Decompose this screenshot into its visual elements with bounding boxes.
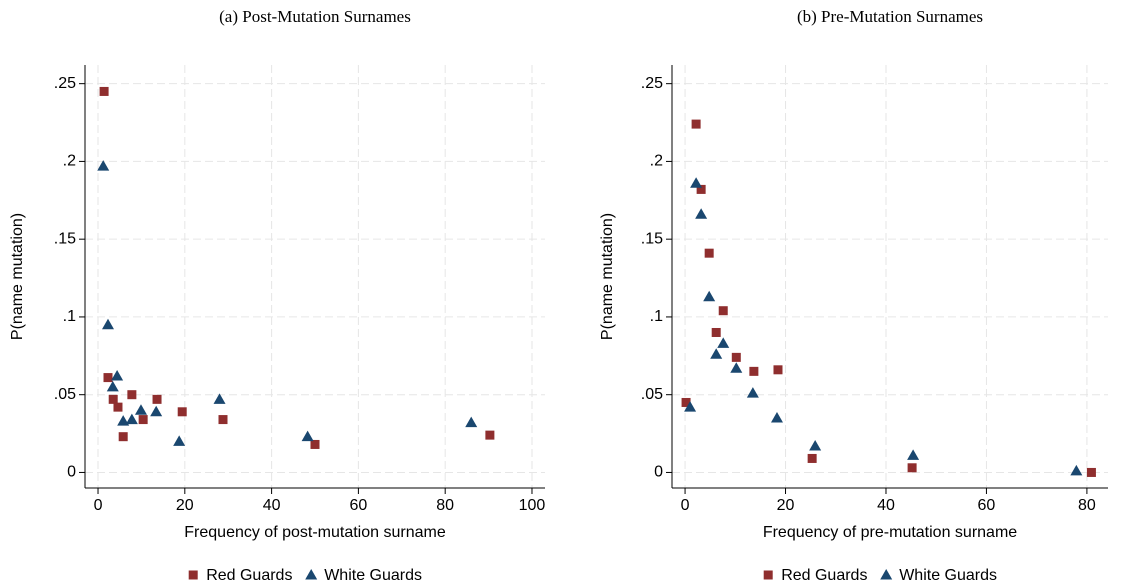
x-tick-label: 20 (777, 497, 795, 514)
marker (125, 413, 138, 425)
x-tick-label: 0 (681, 497, 690, 514)
marker (127, 390, 137, 400)
marker (138, 415, 148, 425)
marker (108, 394, 118, 404)
marker (907, 463, 917, 473)
marker (134, 404, 147, 415)
marker (99, 86, 109, 96)
y-tick-label: .05 (54, 386, 76, 403)
marker (730, 362, 743, 373)
marker (746, 387, 759, 398)
marker (809, 440, 822, 451)
legend: Red Guards White Guards (188, 567, 422, 584)
marker (117, 415, 130, 426)
marker (749, 366, 759, 376)
y-tick-label: .1 (650, 308, 663, 325)
marker (731, 352, 741, 362)
marker (770, 412, 783, 423)
marker (301, 430, 314, 442)
marker (102, 318, 114, 330)
marker (690, 177, 703, 188)
legend-label: White Guards (324, 567, 422, 584)
marker (485, 430, 495, 440)
panel: (b) Pre-Mutation Surnames 0 .05 .1 .15 .2 .25 0… (599, 7, 1108, 584)
legend: Red Guards White Guards (763, 567, 997, 584)
marker (152, 394, 162, 404)
legend-label: White Guards (899, 567, 997, 584)
x-tick-label: 80 (436, 497, 454, 514)
x-tick-label: 100 (519, 497, 546, 514)
legend-swatch (763, 570, 773, 580)
y-tick-label: .2 (650, 153, 663, 170)
legend-swatch (305, 569, 318, 580)
legend-swatch (188, 570, 198, 580)
y-tick-label: .1 (63, 308, 76, 325)
marker (218, 415, 228, 425)
marker (111, 370, 124, 381)
y-axis-label: P(name mutation) (9, 213, 26, 340)
marker (1070, 464, 1083, 476)
marker (691, 119, 701, 129)
y-tick-label: 0 (67, 464, 76, 481)
x-tick-label: 40 (263, 497, 281, 514)
marker (907, 449, 920, 460)
y-tick-label: .15 (54, 230, 76, 247)
marker (113, 402, 123, 412)
y-tick-label: .15 (641, 230, 663, 247)
x-tick-label: 20 (176, 497, 194, 514)
panel: (a) Post-Mutation Surnames 0 .05 .1 .15 .2 .25… (9, 7, 545, 584)
y-axis-label: P(name mutation) (599, 213, 616, 340)
panel-title: (a) Post-Mutation Surnames (219, 7, 411, 26)
marker (695, 208, 708, 219)
marker (150, 405, 163, 417)
marker (1086, 467, 1096, 477)
x-axis-label: Frequency of post-mutation surname (184, 524, 446, 541)
y-tick-label: .25 (54, 75, 76, 92)
y-tick-label: .2 (63, 153, 76, 170)
marker (696, 184, 706, 194)
x-tick-label: 60 (349, 497, 367, 514)
x-tick-label: 80 (1078, 497, 1096, 514)
y-tick-label: .05 (641, 386, 663, 403)
marker (310, 439, 320, 449)
marker (97, 160, 110, 171)
marker (106, 380, 119, 392)
marker (773, 365, 783, 375)
marker (711, 327, 721, 337)
x-tick-label: 0 (94, 497, 103, 514)
legend-label: Red Guards (206, 567, 292, 584)
marker (717, 337, 730, 348)
y-tick-label: .25 (641, 75, 663, 92)
y-tick-label: 0 (654, 464, 663, 481)
marker (681, 397, 691, 407)
x-tick-label: 60 (978, 497, 996, 514)
marker (807, 453, 817, 463)
legend-swatch (880, 569, 893, 580)
marker (173, 435, 186, 446)
marker (118, 432, 128, 442)
marker (213, 393, 226, 404)
panel-title: (b) Pre-Mutation Surnames (797, 7, 983, 26)
x-tick-label: 40 (877, 497, 895, 514)
marker (684, 401, 697, 412)
marker (465, 416, 478, 428)
marker (704, 248, 714, 258)
marker (103, 373, 113, 383)
marker (703, 290, 716, 302)
marker (710, 348, 723, 359)
marker (718, 306, 728, 316)
x-axis-label: Frequency of pre-mutation surname (763, 524, 1017, 541)
marker (177, 407, 187, 417)
legend-label: Red Guards (781, 567, 867, 584)
